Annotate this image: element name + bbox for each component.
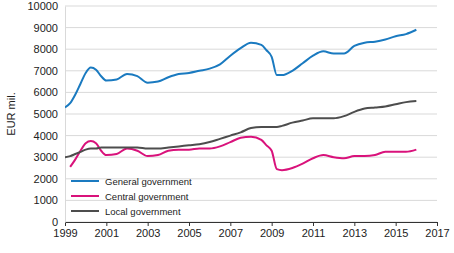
grid-line [65,49,437,50]
legend-label: Central government [105,191,189,202]
y-tick-label: 1000 [34,194,58,206]
x-tick: 2003 [136,222,160,239]
x-tick-mark [272,222,273,226]
x-tick-label: 2011 [302,227,326,239]
legend-swatch [71,180,99,182]
y-tick-label: 6000 [34,86,58,98]
y-tick: 9000 [34,22,65,34]
y-tick: 5000 [34,108,65,120]
x-tick: 2011 [302,222,326,239]
grid-line [65,70,437,71]
x-tick-label: 2009 [260,227,284,239]
grid-line [65,6,437,7]
x-tick-label: 1999 [53,227,77,239]
plot-lines [65,30,416,170]
x-tick-mark [148,222,149,226]
x-tick: 2013 [343,222,367,239]
series-line [65,101,416,157]
y-axis: 0 1000 2000 3000 4000 5000 6000 7000 8000 9000 100… [27,0,65,228]
y-axis-title: EUR mil. [5,92,17,135]
x-tick-mark [313,222,314,226]
legend-label: Local government [105,206,181,217]
x-tick-mark [106,222,107,226]
x-tick-mark [230,222,231,226]
grid-line [65,157,437,158]
y-tick-label: 4000 [34,130,58,142]
grid-line [65,27,437,28]
y-tick: 6000 [34,86,65,98]
x-tick: 2009 [260,222,284,239]
y-tick-label: 5000 [34,108,58,120]
grid-line [65,114,437,115]
grid-line [65,92,437,93]
x-axis: 1999 2001 2003 2005 2007 2009 2011 2013 2015 2017 [53,222,449,239]
x-tick-label: 2007 [219,227,243,239]
y-axis-line [65,7,66,223]
x-tick-mark [65,222,66,226]
series-line [65,30,416,108]
y-tick: 3000 [34,151,65,163]
x-tick-mark [437,222,438,226]
x-tick: 2017 [425,222,449,239]
y-tick: 0 [52,216,65,228]
x-tick-label: 2017 [425,227,449,239]
x-tick-mark [354,222,355,226]
x-tick-label: 2001 [95,227,119,239]
y-tick-label: 10000 [27,0,58,12]
y-tick: 8000 [34,43,65,55]
y-tick: 10000 [27,0,65,12]
x-axis-line [66,223,438,227]
x-tick: 2005 [177,222,201,239]
x-tick-mark [396,222,397,226]
y-tick-label: 3000 [34,151,58,163]
y-tick-label: 2000 [34,173,58,185]
y-tick-label: 0 [52,216,58,228]
x-tick-mark [189,222,190,226]
y-tick-label: 7000 [34,65,58,77]
y-tick: 1000 [34,194,65,206]
x-tick-label: 2003 [136,227,160,239]
legend: General government Central government Loca… [71,176,192,217]
x-tick-label: 2005 [177,227,201,239]
y-tick: 7000 [34,65,65,77]
y-tick: 4000 [34,130,65,142]
x-tick: 2001 [95,222,119,239]
legend-swatch [71,210,99,212]
legend-swatch [71,195,99,197]
series-line [70,137,416,170]
x-tick-label: 2015 [384,227,408,239]
legend-label: General government [105,176,192,187]
y-tick-label: 9000 [34,22,58,34]
x-tick-label: 2013 [343,227,367,239]
y-tick: 2000 [34,173,65,185]
x-tick: 2007 [219,222,243,239]
y-tick-label: 8000 [34,43,58,55]
chart: 1999 2001 2003 2005 2007 2009 2011 2013 2015 2017… [0,0,454,253]
x-tick: 2015 [384,222,408,239]
grid [65,6,437,222]
